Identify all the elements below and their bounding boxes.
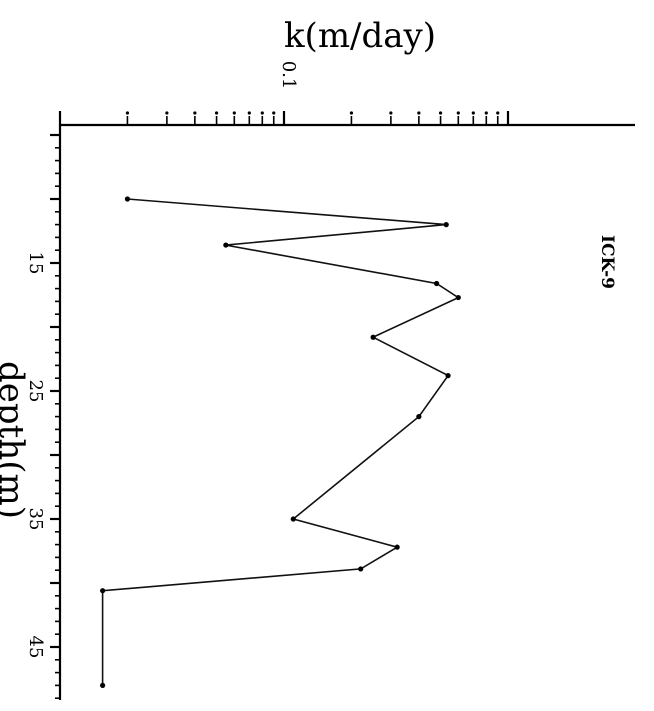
y-tick-mark-0.060 xyxy=(232,111,236,115)
data-point-0-3 xyxy=(433,280,440,287)
x-axis-title: depth(m) xyxy=(0,361,31,519)
y-tick-mark-0.40 xyxy=(417,111,421,115)
y-tick-mark-0.80 xyxy=(484,111,488,115)
y-tick-mark-0.090 xyxy=(272,111,276,115)
y-tick-label-0.1: 0.1 xyxy=(278,61,299,90)
data-point-0-2 xyxy=(223,242,229,248)
data-point-0-1 xyxy=(443,222,449,228)
data-point-0-6 xyxy=(445,373,451,379)
x-tick-labels: 15 25 35 45 xyxy=(25,252,46,659)
y-tick-mark-0.90 xyxy=(496,111,500,115)
y-tick-mark-0.030 xyxy=(165,111,169,115)
data-point-0-9 xyxy=(394,544,400,550)
data-point-0-11 xyxy=(100,588,106,594)
y-tick-mark-0.080 xyxy=(260,111,264,115)
series-label: ICK-9 xyxy=(597,235,617,289)
axes xyxy=(50,111,635,700)
x-tick-label-15: 15 xyxy=(25,252,46,275)
data-point-0-8 xyxy=(290,516,296,522)
y-tick-mark-0.70 xyxy=(471,111,475,115)
y-tick-mark-0.020 xyxy=(125,111,130,115)
x-tick-label-45: 45 xyxy=(25,636,46,659)
y-tick-mark-0.20 xyxy=(349,111,354,115)
y-tick-mark-0.050 xyxy=(214,111,219,115)
series-layer xyxy=(100,196,461,689)
series-line-0 xyxy=(101,198,460,686)
y-tick-mark-0.040 xyxy=(193,111,197,115)
y-tick-mark-0.60 xyxy=(456,111,460,115)
y-tick-mark-0.30 xyxy=(389,111,393,115)
data-point-0-0 xyxy=(124,196,131,202)
y-axis-title: k(m/day) xyxy=(284,16,436,56)
data-point-0-12 xyxy=(100,682,106,689)
data-point-0-10 xyxy=(358,566,364,572)
data-point-0-4 xyxy=(455,294,461,301)
x-tick-label-35: 35 xyxy=(25,508,46,531)
y-tick-mark-0.070 xyxy=(247,111,251,115)
data-point-0-5 xyxy=(370,334,376,340)
x-tick-label-25: 25 xyxy=(25,380,46,403)
y-tick-mark-0.50 xyxy=(438,111,443,115)
x-axis-ticks xyxy=(50,133,60,700)
y-axis-ticks xyxy=(58,111,510,125)
data-point-0-7 xyxy=(416,414,422,420)
